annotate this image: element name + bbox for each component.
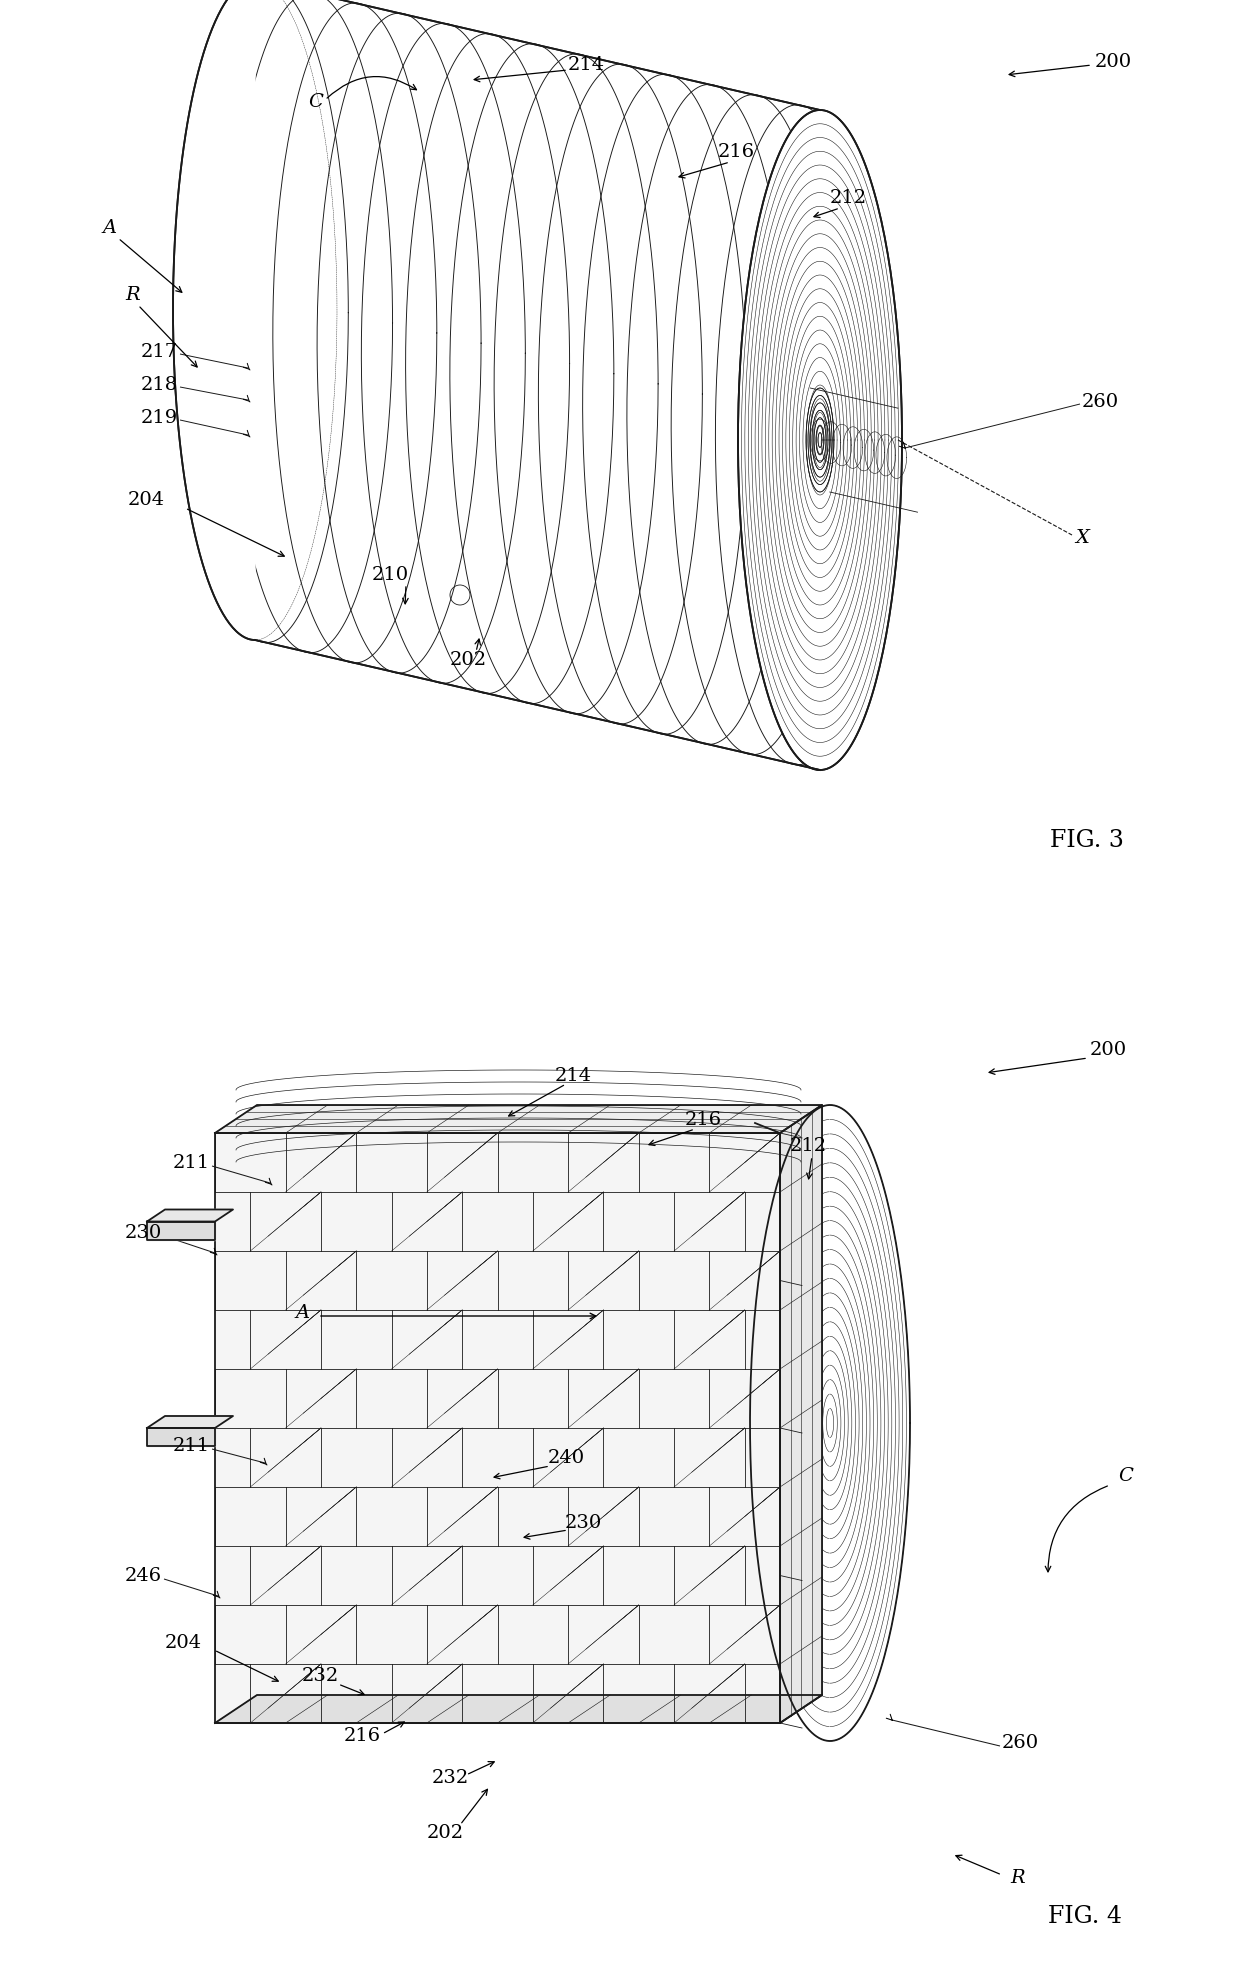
Text: 211: 211 (172, 1154, 210, 1172)
Text: 214: 214 (556, 1067, 593, 1085)
Text: 216: 216 (718, 142, 755, 160)
Text: C: C (308, 93, 322, 111)
Text: FIG. 4: FIG. 4 (1048, 1905, 1122, 1927)
Text: 202: 202 (427, 1824, 464, 1842)
Text: 212: 212 (830, 190, 867, 207)
Text: 218: 218 (141, 375, 179, 393)
Polygon shape (215, 1105, 822, 1132)
Text: C: C (1118, 1466, 1133, 1486)
Text: 216: 216 (684, 1111, 722, 1128)
Text: 219: 219 (141, 409, 179, 427)
Text: A: A (102, 219, 117, 237)
Polygon shape (148, 1417, 233, 1429)
Polygon shape (174, 0, 255, 640)
Text: 211: 211 (172, 1437, 210, 1454)
Text: 200: 200 (1095, 53, 1132, 71)
Text: X: X (1075, 530, 1089, 547)
Text: A: A (295, 1304, 309, 1322)
Text: 202: 202 (449, 650, 486, 670)
Text: R: R (125, 287, 140, 304)
Text: 204: 204 (128, 490, 165, 510)
Text: 240: 240 (548, 1448, 585, 1466)
Polygon shape (738, 111, 901, 771)
Text: 217: 217 (141, 344, 179, 362)
Polygon shape (830, 1105, 910, 1741)
Text: 260: 260 (1083, 393, 1120, 411)
Text: 232: 232 (301, 1668, 339, 1686)
Polygon shape (215, 1132, 780, 1723)
Text: 200: 200 (1090, 1041, 1127, 1059)
Text: 212: 212 (790, 1136, 827, 1156)
Text: 210: 210 (372, 565, 408, 585)
Text: 260: 260 (1002, 1735, 1039, 1753)
Text: 230: 230 (565, 1514, 603, 1531)
Polygon shape (780, 1105, 822, 1723)
Text: 246: 246 (125, 1567, 162, 1585)
Polygon shape (148, 1209, 233, 1221)
Text: 230: 230 (125, 1223, 162, 1243)
Text: 216: 216 (343, 1727, 381, 1745)
Text: R: R (1011, 1869, 1024, 1887)
Text: FIG. 3: FIG. 3 (1050, 828, 1123, 852)
Text: 214: 214 (568, 55, 605, 73)
Text: 232: 232 (432, 1769, 469, 1786)
Polygon shape (148, 1221, 215, 1239)
Polygon shape (215, 1695, 822, 1723)
Polygon shape (148, 1429, 215, 1446)
Text: 204: 204 (165, 1634, 202, 1652)
